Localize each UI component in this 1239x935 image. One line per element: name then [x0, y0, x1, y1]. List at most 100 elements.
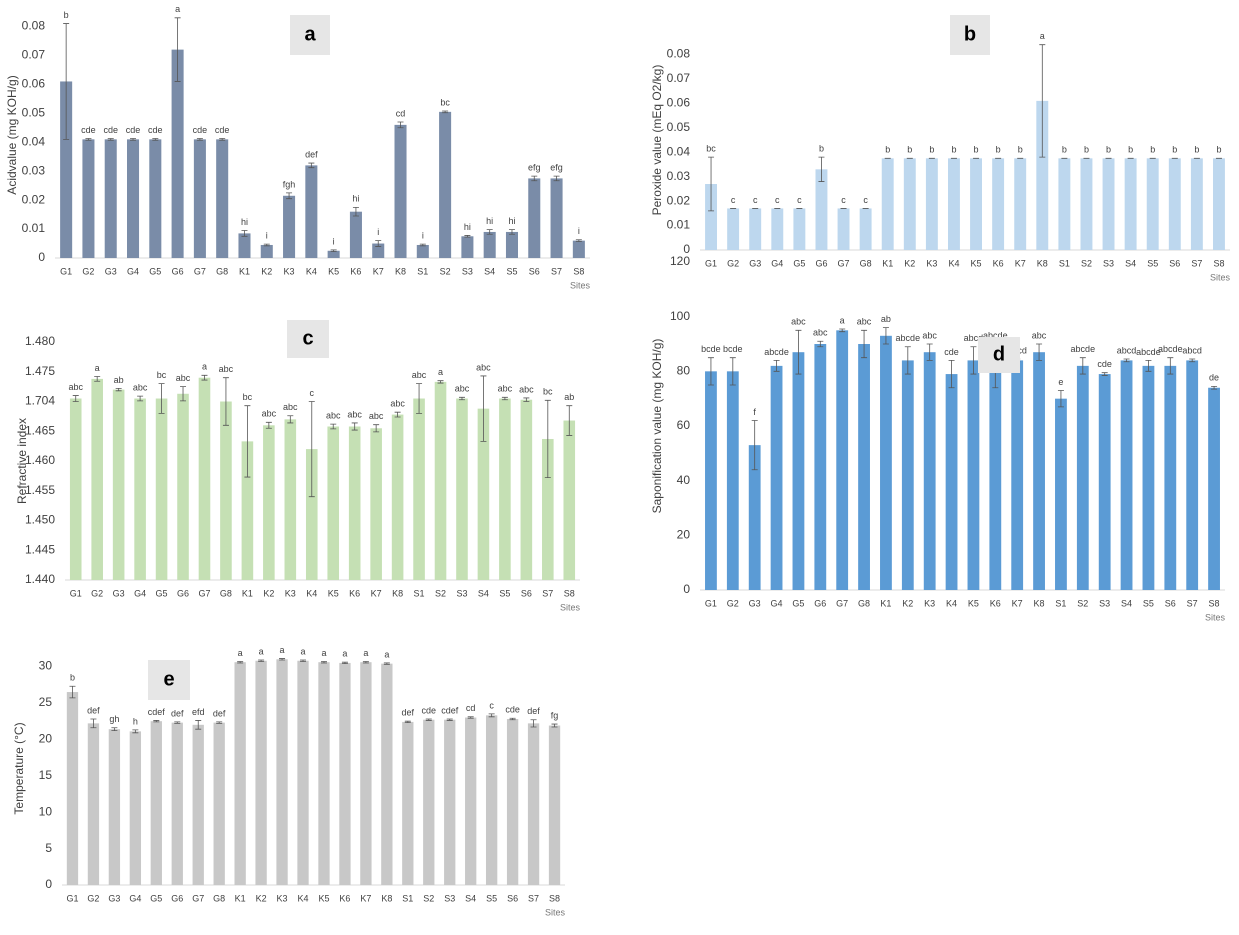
error-bar [241, 230, 248, 237]
x-tick-label: K1 [882, 258, 893, 268]
error-bar [216, 721, 223, 724]
error-bar [174, 721, 181, 724]
significance-letter: abcde [896, 333, 921, 343]
significance-letter: cd [466, 703, 476, 713]
bar [434, 381, 447, 580]
x-tick-label: S3 [456, 588, 467, 598]
x-tick-label: S5 [1147, 258, 1158, 268]
x-tick-label: G3 [749, 598, 761, 608]
x-tick-label: K1 [239, 266, 250, 276]
x-tick-label: S4 [1125, 258, 1136, 268]
error-bar [437, 380, 444, 384]
significance-letter: cde [1097, 359, 1112, 369]
y-tick-label: 1.475 [25, 364, 55, 378]
bar [104, 139, 117, 258]
bar [1011, 360, 1024, 590]
x-tick-label: G7 [836, 598, 848, 608]
panel-label: d [993, 343, 1005, 365]
bar [134, 398, 146, 580]
bar [318, 662, 330, 885]
x-tick-label: G4 [771, 258, 783, 268]
significance-letter: b [1216, 145, 1221, 155]
error-bar [1123, 358, 1130, 363]
x-tick-label: G6 [171, 893, 183, 903]
y-tick-label: 1.465 [25, 423, 55, 437]
x-tick-label: S8 [564, 588, 575, 598]
significance-letter: abc [455, 384, 470, 394]
bar [858, 344, 870, 590]
bar [394, 124, 407, 258]
error-bar [818, 156, 825, 182]
y-tick-label: 20 [677, 528, 691, 542]
bar [1208, 387, 1220, 590]
significance-letter: b [819, 143, 824, 153]
significance-letter: abcde [764, 347, 789, 357]
significance-letter: c [863, 195, 868, 205]
error-bar [130, 138, 137, 141]
y-tick-label: 0.05 [667, 120, 691, 134]
significance-letter: bc [706, 143, 716, 153]
x-tick-label: K6 [993, 258, 1004, 268]
x-tick-label: G3 [749, 258, 761, 268]
x-tick-label: S5 [1143, 598, 1154, 608]
significance-letter: bc [440, 97, 450, 107]
significance-letter: efg [550, 162, 563, 172]
significance-letter: cdef [148, 707, 166, 717]
x-tick-label: S3 [462, 266, 473, 276]
y-tick-label: 20 [39, 732, 53, 746]
panel-label-box [290, 15, 330, 55]
error-bar [174, 17, 181, 82]
x-tick-label: K7 [373, 266, 384, 276]
x-tick-label: S8 [549, 893, 560, 903]
y-tick-label: 80 [677, 364, 691, 378]
x-tick-label: G4 [129, 893, 141, 903]
panel-label: b [964, 23, 976, 45]
significance-letter: i [578, 226, 580, 236]
bar [69, 398, 82, 580]
error-bar [63, 23, 70, 140]
y-tick-label: 0.08 [22, 19, 46, 33]
bar [1036, 100, 1049, 250]
panel-label-box [950, 15, 990, 55]
error-bar [575, 239, 582, 242]
bar [1212, 158, 1225, 250]
error-bar [394, 411, 401, 418]
x-tick-label: G6 [814, 598, 826, 608]
error-bar [180, 386, 187, 402]
bar [992, 158, 1005, 250]
significance-letter: abc [326, 410, 341, 420]
x-tick-label: K3 [277, 893, 288, 903]
bar [171, 49, 184, 258]
significance-letter: h [133, 716, 138, 726]
y-tick-label: 1.450 [25, 513, 55, 527]
x-tick-label: K7 [1012, 598, 1023, 608]
significance-letter: a [175, 4, 180, 14]
bar [1058, 158, 1071, 250]
error-bar [861, 329, 868, 359]
x-tick-label: G4 [771, 598, 783, 608]
bar [127, 139, 140, 258]
significance-letter: a [342, 649, 347, 659]
x-tick-label: G5 [792, 598, 804, 608]
error-bar [553, 175, 560, 182]
x-tick-label: K1 [880, 598, 891, 608]
error-bar [85, 138, 92, 141]
significance-letter: abc [347, 409, 362, 419]
significance-letter: ab [881, 314, 891, 324]
x-tick-label: K2 [902, 598, 913, 608]
significance-letter: f [753, 407, 756, 417]
error-bar [425, 718, 432, 721]
bar [150, 721, 162, 885]
x-tick-label: S6 [529, 266, 540, 276]
error-bar [352, 206, 359, 217]
error-bar [551, 723, 558, 728]
y-tick-label: 25 [39, 695, 53, 709]
x-tick-label: S1 [1059, 258, 1070, 268]
bar [705, 371, 717, 590]
significance-letter: cd [396, 108, 406, 118]
x-tick-label: S2 [423, 893, 434, 903]
bar [1102, 158, 1115, 250]
error-bar [222, 377, 229, 426]
bar [477, 408, 490, 580]
y-axis-label: Temperature (°C) [12, 722, 26, 814]
